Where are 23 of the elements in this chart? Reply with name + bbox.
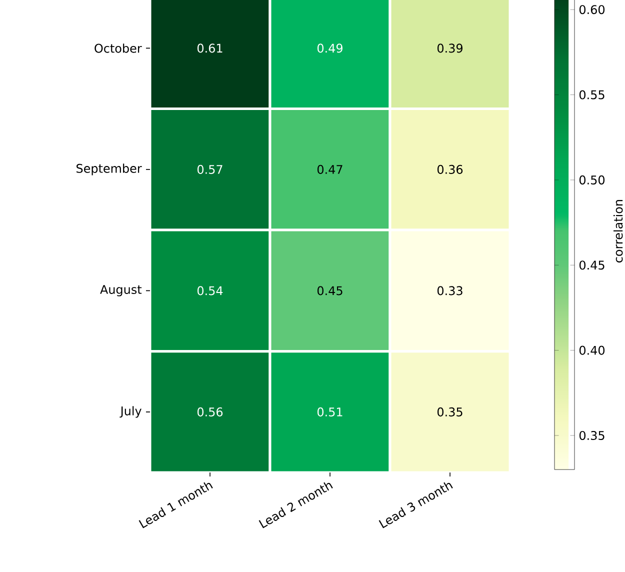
y-tick-label: October: [94, 44, 142, 53]
data-label: 0.45: [317, 286, 342, 296]
color-bar-label: 0.45: [579, 260, 604, 270]
y-tick-label: August: [100, 285, 142, 296]
color-bar-label: 0.50: [579, 175, 605, 184]
data-label: 0.61: [197, 44, 222, 53]
data-label: 0.36: [437, 164, 463, 174]
data-label: 0.49: [317, 44, 342, 53]
data-label: 0.54: [197, 286, 223, 296]
color-bar-label: 0.60: [579, 5, 605, 14]
y-tick-label: July: [120, 406, 142, 418]
data-label: 0.56: [197, 407, 223, 416]
data-label: 0.47: [317, 164, 342, 174]
data-label: 0.33: [437, 286, 462, 296]
data-label: 0.51: [317, 407, 342, 416]
y-tick-label: September: [76, 164, 142, 176]
color-bar-label: 0.35: [579, 430, 604, 440]
data-label: 0.57: [197, 164, 222, 174]
color-bar-title: correlation: [613, 200, 623, 262]
color-bar-label: 0.55: [579, 90, 604, 100]
data-label: 0.35: [437, 407, 462, 416]
color-bar-label: 0.40: [579, 346, 605, 355]
data-label: 0.39: [437, 44, 462, 53]
